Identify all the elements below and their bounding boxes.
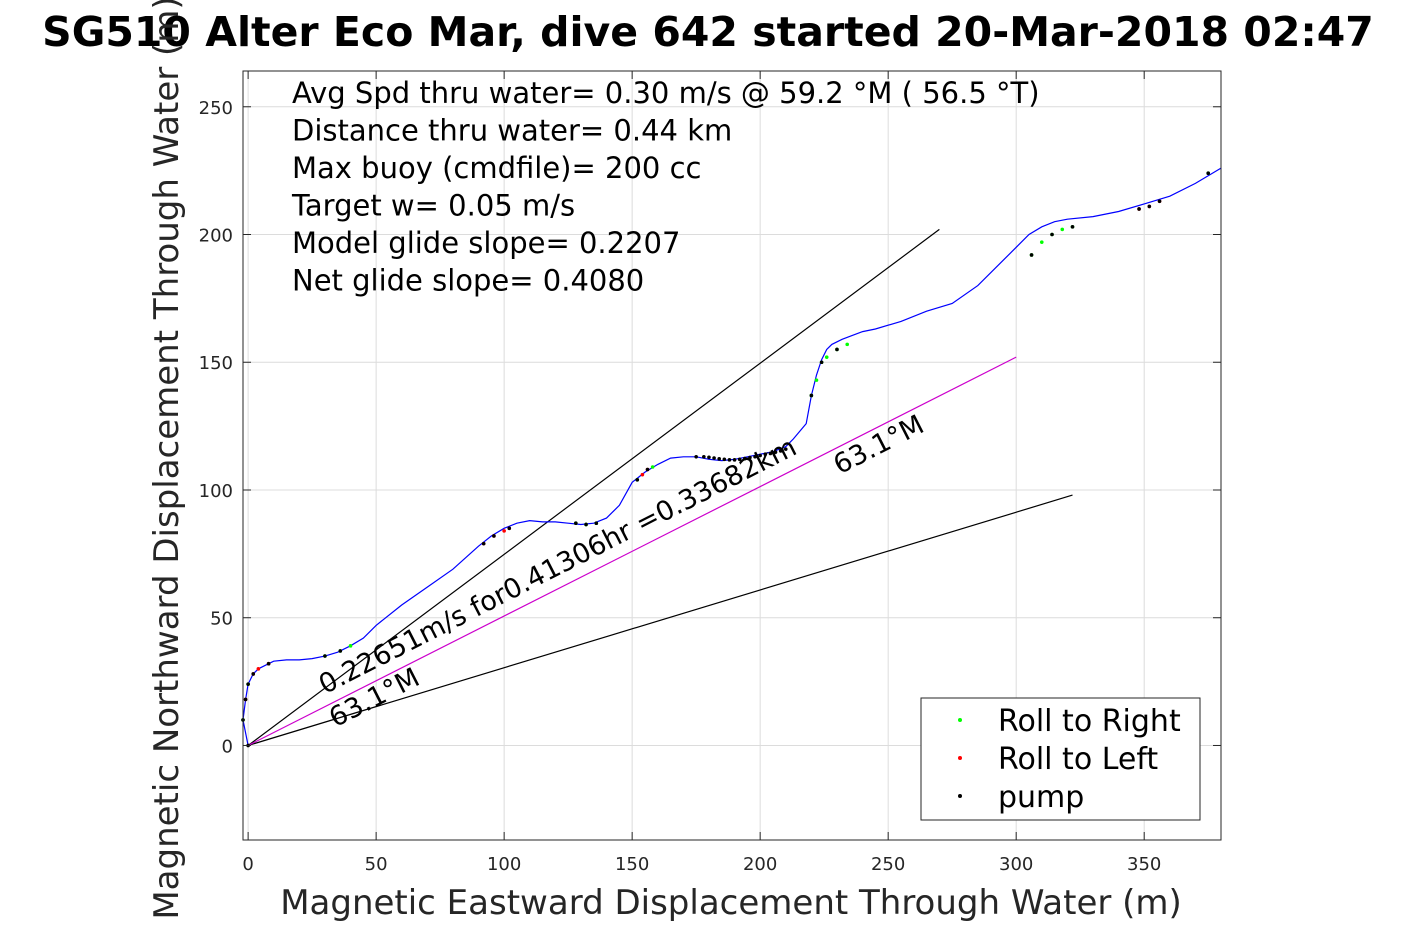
point-pump xyxy=(778,449,783,453)
y-tick-label: 200 xyxy=(199,226,233,247)
axis-ticks: 0 50 100 150 200 250 300 350 0 50 100 150 200 250 xyxy=(199,71,1221,875)
point-pump xyxy=(246,682,250,686)
y-tick-label: 150 xyxy=(199,353,233,374)
point-pump xyxy=(763,452,768,457)
point-pump xyxy=(1050,232,1054,237)
legend-marker xyxy=(958,718,962,722)
point-pump xyxy=(635,477,640,482)
track-line xyxy=(242,167,1222,746)
point-roll-to-right xyxy=(845,342,850,347)
point-pump xyxy=(809,393,814,398)
stat-line: Net glide slope= 0.4080 xyxy=(292,264,644,298)
point-pump xyxy=(594,521,599,526)
point-pump xyxy=(717,457,721,461)
point-pump xyxy=(768,451,773,456)
point-pump xyxy=(243,697,248,702)
reference-line xyxy=(247,356,1017,747)
point-pump xyxy=(773,450,778,454)
point-pump xyxy=(748,455,752,460)
point-pump xyxy=(492,534,496,538)
point-pump xyxy=(722,457,727,462)
point-pump xyxy=(819,360,824,365)
point-pump xyxy=(737,457,742,462)
point-roll-to-right xyxy=(824,355,829,359)
y-tick-label: 250 xyxy=(199,98,233,119)
point-roll-to-right xyxy=(1060,227,1065,232)
x-tick-label: 350 xyxy=(1127,854,1161,875)
point-pump xyxy=(1157,199,1162,204)
point-pump xyxy=(645,467,650,472)
point-roll-to-right xyxy=(650,465,655,469)
stat-line: Model glide slope= 0.2207 xyxy=(292,226,680,260)
point-pump xyxy=(1029,253,1034,257)
y-tick-label: 100 xyxy=(199,481,233,502)
point-pump xyxy=(694,454,698,459)
legend-box xyxy=(920,697,1201,821)
y-axis-label: Magnetic Northward Displacement Through … xyxy=(147,0,187,920)
annotation-label: 63.1°M xyxy=(829,409,929,481)
point-pump xyxy=(712,456,716,460)
point-pump xyxy=(758,453,762,458)
point-pump xyxy=(743,456,747,461)
data-points xyxy=(241,171,1210,748)
stat-line: Target w= 0.05 m/s xyxy=(291,189,575,223)
stat-line: Distance thru water= 0.44 km xyxy=(292,114,732,148)
point-pump xyxy=(1147,204,1152,209)
legend-marker xyxy=(958,756,962,760)
reference-lines xyxy=(247,228,1073,747)
point-pump xyxy=(783,447,788,451)
axes-box xyxy=(242,70,1222,841)
point-pump xyxy=(835,347,839,352)
point-pump xyxy=(584,522,588,527)
annotations: 0.22651m/s for0.41306hr =0.33682km 63.1°M… xyxy=(314,409,929,734)
point-pump xyxy=(574,521,578,526)
point-roll-to-right xyxy=(1039,240,1044,244)
point-pump xyxy=(753,454,757,459)
point-roll-to-left xyxy=(502,529,506,533)
point-roll-to-left xyxy=(640,472,645,477)
reference-line xyxy=(247,228,940,746)
stats-text: Avg Spd thru water= 0.30 m/s @ 59.2 °M (… xyxy=(291,76,1040,298)
point-roll-to-right xyxy=(348,644,353,648)
x-tick-label: 300 xyxy=(999,854,1033,875)
y-tick-label: 0 xyxy=(222,736,233,757)
legend-label: pump xyxy=(998,780,1084,815)
x-tick-label: 200 xyxy=(743,854,777,875)
point-pump xyxy=(507,526,512,531)
x-tick-label: 50 xyxy=(365,854,388,875)
point-pump xyxy=(702,454,706,459)
x-tick-label: 100 xyxy=(487,854,521,875)
x-axis-label: Magnetic Eastward Displacement Through W… xyxy=(280,883,1182,923)
point-pump xyxy=(481,541,486,546)
track-polyline xyxy=(242,167,1222,746)
annotation-label: 0.22651m/s for0.41306hr =0.33682km xyxy=(314,432,802,701)
stat-line: Max buoy (cmdfile)= 200 cc xyxy=(292,151,701,185)
point-roll-to-left xyxy=(256,667,261,671)
y-tick-label: 50 xyxy=(210,609,233,630)
point-roll-to-right xyxy=(814,378,819,382)
point-pump xyxy=(727,458,732,462)
x-tick-label: 150 xyxy=(615,854,649,875)
x-tick-label: 250 xyxy=(871,854,905,875)
point-pump xyxy=(251,672,256,676)
chart-title: SG510 Alter Eco Mar, dive 642 started 20… xyxy=(42,8,1374,56)
point-pump xyxy=(338,649,343,653)
point-pump xyxy=(266,661,271,666)
legend-label: Roll to Left xyxy=(998,742,1158,777)
reference-line xyxy=(247,494,1073,747)
legend-marker xyxy=(958,794,962,798)
legend-label: Roll to Right xyxy=(998,704,1181,739)
point-pump xyxy=(1206,171,1210,175)
point-pump xyxy=(1137,207,1141,211)
stat-line: Avg Spd thru water= 0.30 m/s @ 59.2 °M (… xyxy=(292,76,1040,110)
x-tick-label: 0 xyxy=(242,854,253,875)
point-pump xyxy=(732,458,737,462)
point-pump xyxy=(707,455,711,460)
point-pump xyxy=(323,654,327,658)
point-pump xyxy=(1070,225,1075,229)
